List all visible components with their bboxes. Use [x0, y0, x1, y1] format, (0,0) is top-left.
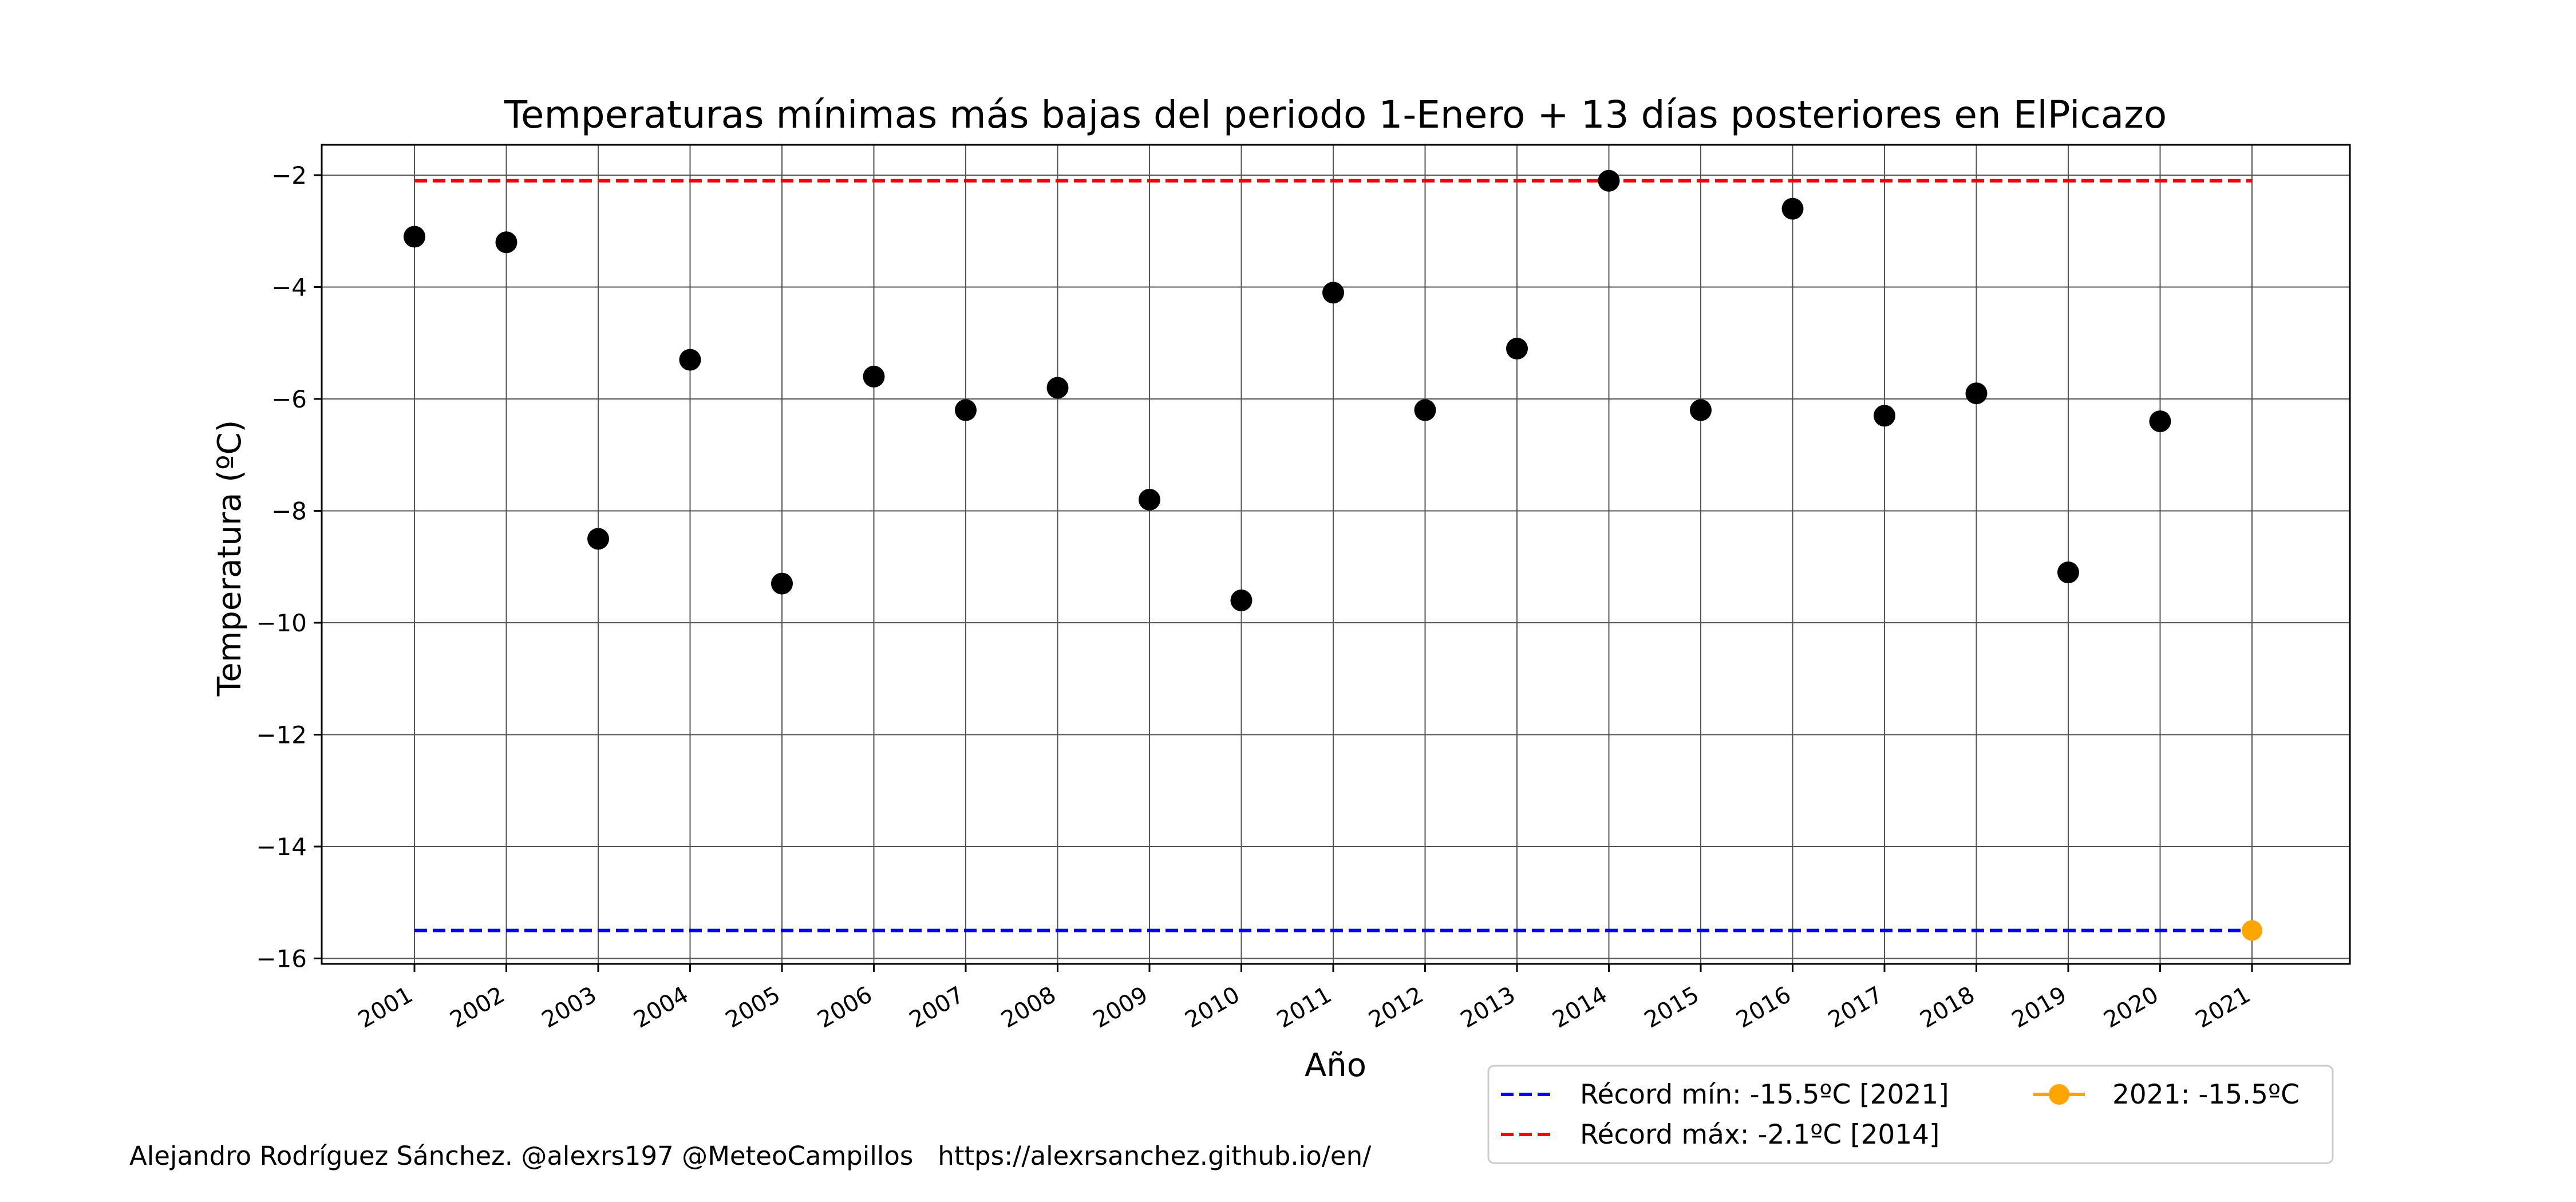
y-tick-label: −6: [271, 385, 307, 413]
x-tick-label: 2009: [1089, 982, 1152, 1034]
x-tick-label: 2007: [905, 982, 969, 1034]
x-tick-label: 2004: [629, 982, 693, 1034]
data-point: [679, 349, 701, 371]
y-tick-label: −14: [256, 833, 307, 861]
data-point: [1139, 488, 1160, 511]
x-tick-label: 2018: [1915, 982, 1979, 1034]
y-tick-label: −12: [256, 721, 307, 749]
x-tick-label: 2011: [1273, 982, 1336, 1034]
data-point: [1230, 589, 1253, 611]
grid-lines: [322, 145, 2350, 964]
legend-label-record-min: Récord mín: -15.5ºC [2021]: [1580, 1079, 1949, 1110]
legend: Récord mín: -15.5ºC [2021] Récord máx: -…: [1487, 1065, 2334, 1164]
footer-credit: Alejandro Rodríguez Sánchez. @alexrs197 …: [129, 1141, 1372, 1171]
x-tick-label: 2014: [1548, 982, 1611, 1034]
x-tick-label: 2020: [2099, 982, 2163, 1034]
data-point: [1690, 399, 1712, 421]
legend-label-record-max: Récord máx: -2.1ºC [2014]: [1580, 1119, 1939, 1150]
y-tick-label: −16: [256, 945, 307, 973]
data-point: [2149, 410, 2171, 433]
data-point: [404, 226, 425, 248]
data-point: [1965, 382, 1988, 405]
data-point: [495, 231, 517, 254]
data-point: [1414, 399, 1436, 421]
y-tick-label: −4: [271, 274, 307, 302]
legend-swatch-2021-marker: [2049, 1084, 2069, 1105]
current-year-point: [2242, 920, 2262, 941]
y-tick-label: −10: [256, 609, 307, 637]
x-tick-label: 2006: [813, 982, 876, 1034]
x-tick-label: 2016: [1732, 982, 1795, 1034]
x-axis: 2001 2002 2003 2004 2005 2006 2007 2008 2009 2010…: [354, 964, 2255, 1034]
y-axis: −2 −4 −6 −8 −10 −12 −14 −16: [256, 161, 322, 973]
x-tick-label: 2021: [2191, 982, 2255, 1034]
reference-lines: [414, 179, 2252, 932]
x-tick-label: 2019: [2008, 982, 2071, 1034]
data-point: [587, 528, 609, 550]
data-point: [863, 365, 885, 388]
x-tick-label: 2015: [1640, 982, 1704, 1034]
data-point: [2057, 562, 2079, 584]
data-point: [1506, 338, 1528, 360]
chart-title: Temperaturas mínimas más bajas del perio…: [504, 93, 2167, 137]
data-point: [1322, 282, 1344, 304]
x-tick-label: 2003: [538, 982, 601, 1034]
data-point: [1781, 197, 1804, 220]
x-tick-label: 2008: [997, 982, 1060, 1034]
plot-frame: [321, 144, 2351, 965]
x-tick-label: 2013: [1456, 982, 1520, 1034]
data-point: [1598, 169, 1620, 192]
y-tick-label: −8: [271, 497, 307, 525]
x-axis-label: Año: [1305, 1047, 1366, 1084]
x-tick-label: 2017: [1824, 982, 1887, 1034]
data-point: [771, 572, 793, 595]
x-tick-label: 2001: [354, 982, 417, 1034]
data-points: [404, 169, 2262, 941]
x-tick-label: 2012: [1364, 982, 1428, 1034]
data-point: [1874, 405, 1895, 427]
legend-box: [1487, 1065, 2334, 1164]
y-axis-label: Temperatura (ºC): [211, 420, 248, 697]
x-tick-label: 2002: [445, 982, 509, 1034]
data-point: [1046, 377, 1069, 399]
data-point: [955, 399, 977, 421]
legend-label-2021: 2021: -15.5ºC: [2112, 1079, 2300, 1110]
x-tick-label: 2010: [1180, 982, 1244, 1034]
x-tick-label: 2005: [721, 982, 785, 1034]
y-tick-label: −2: [271, 161, 307, 189]
